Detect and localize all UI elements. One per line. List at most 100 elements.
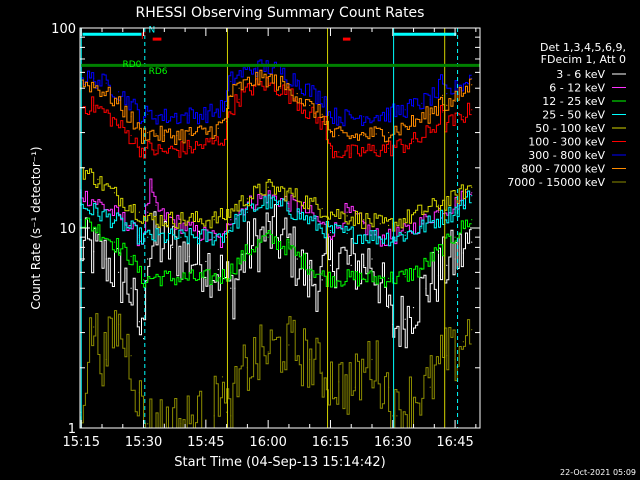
legend-label-3-6-kev: 3 - 6 keV (556, 68, 605, 81)
data-point (138, 392, 140, 394)
data-point (471, 192, 473, 194)
data-point (363, 223, 365, 225)
data-point (155, 241, 157, 243)
series-800-7000-kev (80, 69, 473, 145)
data-point (230, 227, 232, 229)
data-point (437, 93, 440, 95)
data-point (346, 277, 348, 279)
data-point (388, 386, 390, 388)
data-point (350, 264, 352, 266)
legend-label-100-300-kev: 100 - 300 keV (528, 136, 605, 149)
data-point (442, 111, 444, 113)
series-25-50-kev (80, 190, 473, 247)
data-point (363, 219, 365, 221)
annotation-layer: RD0 RD6 FN (80, 25, 480, 428)
data-point (163, 219, 165, 221)
flag-label-rd6: RD6 (149, 67, 168, 77)
data-point (296, 93, 298, 95)
x-tick-label: 16:45 (436, 435, 473, 450)
data-point (329, 376, 332, 378)
data-point (454, 236, 456, 238)
data-point (392, 223, 394, 225)
series-line-6-12-kev (80, 178, 472, 248)
x-tick-label: 15:30 (125, 435, 162, 450)
series-12-25-kev (80, 217, 473, 288)
data-point (93, 251, 95, 253)
data-point (118, 123, 120, 125)
data-point (130, 134, 132, 137)
data-point (288, 201, 290, 203)
data-point (196, 231, 199, 234)
series-line-300-800-kev (80, 59, 472, 127)
legend-label-50-100-kev: 50 - 100 keV (535, 122, 605, 135)
data-point (147, 423, 149, 425)
data-point (388, 236, 390, 238)
data-point (354, 386, 356, 388)
series-50-100-kev (80, 167, 473, 232)
data-point (230, 271, 232, 273)
data-point (454, 89, 456, 91)
data-point (338, 381, 340, 383)
data-point (379, 277, 381, 279)
x-tick-label: 16:30 (374, 435, 411, 450)
data-point (138, 111, 140, 113)
data-point (138, 234, 140, 236)
data-point (196, 219, 199, 221)
data-point (338, 252, 340, 254)
data-point (429, 132, 431, 134)
data-point (205, 260, 207, 263)
data-point (321, 371, 323, 373)
data-point (442, 82, 444, 84)
data-point (143, 215, 145, 217)
y-tick-label: 100 (51, 22, 76, 37)
data-point (93, 84, 95, 86)
data-point (338, 134, 340, 137)
data-point (421, 227, 423, 229)
data-point (404, 231, 406, 234)
data-point (217, 141, 219, 143)
data-point (388, 113, 390, 115)
data-point (363, 134, 365, 137)
data-point (130, 100, 132, 102)
data-point (471, 84, 473, 86)
data-point (226, 233, 228, 235)
data-point (176, 116, 178, 118)
data-point (238, 74, 240, 76)
data-point (338, 116, 340, 118)
data-point (309, 211, 311, 213)
data-point (462, 192, 464, 194)
data-point (230, 211, 232, 213)
y-tick-label: 10 (59, 222, 76, 237)
data-point (246, 367, 248, 369)
data-point (288, 344, 290, 346)
data-point (404, 219, 406, 221)
data-point (217, 268, 219, 271)
data-point (454, 198, 456, 200)
data-point (230, 415, 232, 417)
series-line-800-7000-kev (80, 69, 472, 145)
data-point (329, 147, 332, 149)
y-tick-label: 1 (68, 422, 76, 437)
data-point (143, 134, 145, 137)
data-point (221, 276, 224, 278)
data-point (234, 287, 236, 289)
legend-label-6-12-kev: 6 - 12 keV (549, 82, 605, 95)
data-point (280, 70, 282, 72)
legend-header-line: Det 1,3,4,5,6,9, (540, 41, 626, 54)
data-point (138, 146, 140, 148)
data-point (246, 252, 248, 254)
data-point (180, 236, 182, 238)
data-point (375, 133, 377, 135)
data-point (118, 323, 120, 325)
y-axis-ticks: 1 10 100 (51, 22, 480, 437)
data-point (147, 219, 149, 221)
data-point (226, 215, 228, 217)
data-point (147, 132, 149, 134)
data-point (176, 149, 178, 151)
data-point (421, 268, 423, 271)
data-point (388, 147, 390, 149)
data-point (113, 219, 116, 221)
data-point (163, 236, 165, 238)
data-point (147, 113, 149, 115)
data-point (421, 102, 423, 104)
